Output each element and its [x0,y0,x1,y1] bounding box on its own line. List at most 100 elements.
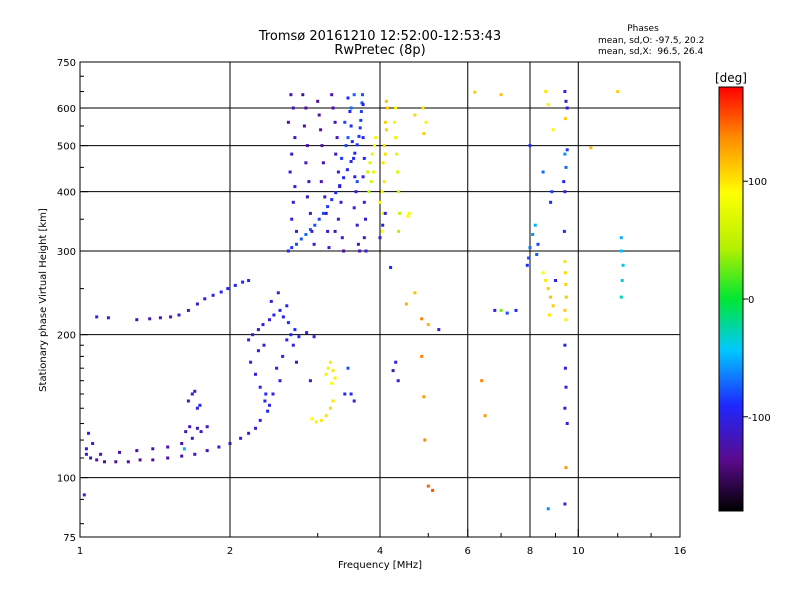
data-point [384,128,388,132]
data-point [84,447,88,451]
data-point [356,242,360,246]
data-point [295,229,298,233]
data-point [424,120,428,124]
data-point [346,96,350,100]
data-point [394,106,398,110]
data-point [271,392,275,396]
data-point [285,304,289,308]
data-point [310,229,314,233]
data-point [95,315,99,319]
data-point [291,343,295,347]
data-point [233,283,237,287]
x-tick-label: 2 [227,546,233,557]
data-point [563,366,567,370]
data-point [295,242,298,246]
data-point [361,93,364,97]
data-point [364,249,368,253]
data-point [278,308,282,312]
data-point [546,287,550,291]
data-point [352,156,356,160]
data-point [247,431,251,435]
data-point [393,120,397,124]
data-point [563,90,567,93]
data-point [182,447,186,451]
data-point [546,103,550,107]
data-point [562,180,566,184]
data-point [362,236,366,240]
data-point [338,185,342,189]
data-point [374,136,378,140]
data-point [286,321,290,325]
data-point [421,106,425,110]
data-point [148,317,152,321]
y-tick-label: 300 [57,247,76,258]
data-point [383,120,387,124]
data-point [499,308,503,312]
data-point [328,360,332,364]
data-point [82,493,86,497]
data-point [289,93,293,97]
data-point [286,120,290,124]
data-point [371,170,375,174]
data-point [290,217,294,221]
grid-lines [80,62,680,537]
data-point [256,328,260,332]
data-point [413,291,417,295]
data-point [264,392,268,396]
data-point [333,229,337,233]
data-point [254,372,257,376]
data-point [352,399,356,403]
data-point [256,349,260,353]
data-point [619,295,623,299]
chart-title: Tromsø 20161210 12:52:00-12:53:43 [258,29,501,44]
stats-line-x: mean, sd,X: 96.5, 26.4 [598,47,704,57]
y-axis-label: Stationary phase Virtual Height [km] [38,208,49,392]
data-point [344,144,348,148]
data-point [312,242,316,246]
data-point [295,360,298,364]
data-point [239,436,243,440]
data-point [564,283,568,286]
data-point [342,176,346,180]
data-point [369,180,373,184]
data-point [166,456,170,460]
data-point [281,315,285,319]
data-point [334,152,338,156]
data-point [380,190,384,194]
data-point [195,302,199,306]
data-point [536,242,540,246]
data-point [563,152,567,156]
data-point [350,140,354,144]
data-point [293,136,297,140]
data-point [304,233,308,236]
data-point [251,333,255,337]
data-point [247,338,251,342]
data-point [413,113,417,117]
data-point [564,165,568,169]
data-point [328,406,332,410]
data-point [378,200,382,204]
data-point [286,249,290,253]
data-point [528,246,532,250]
data-point [563,190,567,194]
data-point [301,93,305,97]
data-point [291,200,295,204]
data-point [226,287,230,291]
data-point [190,436,194,440]
data-point [564,466,568,470]
data-point [541,170,545,174]
data-point [541,271,545,275]
data-point [349,106,353,110]
data-point [275,366,279,370]
x-tick-label: 8 [527,546,533,557]
data-point [564,385,568,389]
data-point [535,253,539,256]
data-point [228,442,232,445]
data-point [203,297,207,301]
data-point [554,279,557,282]
data-point [382,144,386,148]
data-point [118,450,121,454]
data-point [89,456,93,460]
data-point [195,426,199,430]
data-point [407,211,411,215]
